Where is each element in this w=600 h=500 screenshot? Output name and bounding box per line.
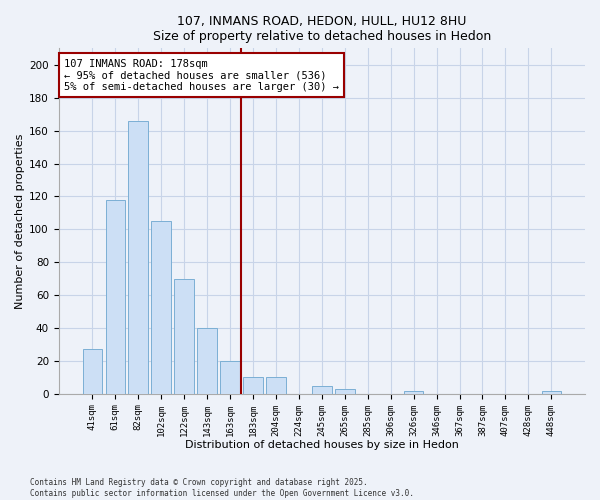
Bar [175,278,194,394]
Bar [312,386,332,394]
Bar [220,361,240,394]
Text: Contains HM Land Registry data © Crown copyright and database right 2025.
Contai: Contains HM Land Registry data © Crown c… [30,478,414,498]
Bar [542,390,561,394]
Bar [83,350,102,394]
Bar [106,200,125,394]
Bar [243,378,263,394]
Bar [404,390,424,394]
X-axis label: Distribution of detached houses by size in Hedon: Distribution of detached houses by size … [185,440,459,450]
Bar [335,389,355,394]
Bar [151,221,171,394]
Bar [266,378,286,394]
Y-axis label: Number of detached properties: Number of detached properties [15,134,25,309]
Bar [197,328,217,394]
Text: 107 INMANS ROAD: 178sqm
← 95% of detached houses are smaller (536)
5% of semi-de: 107 INMANS ROAD: 178sqm ← 95% of detache… [64,58,339,92]
Title: 107, INMANS ROAD, HEDON, HULL, HU12 8HU
Size of property relative to detached ho: 107, INMANS ROAD, HEDON, HULL, HU12 8HU … [152,15,491,43]
Bar [128,120,148,394]
